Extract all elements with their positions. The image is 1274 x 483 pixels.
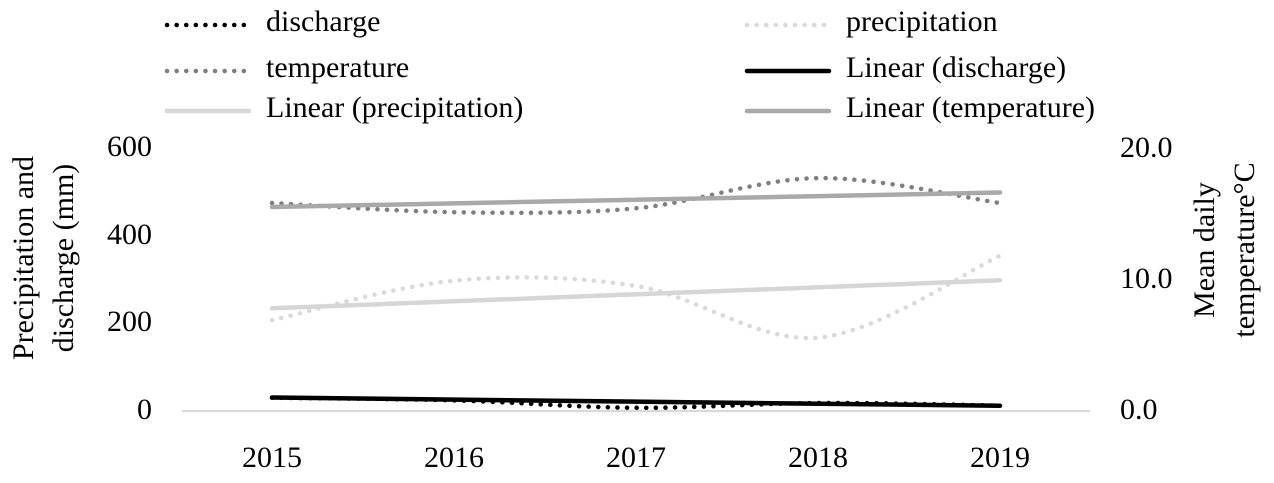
series-precipitation bbox=[269, 253, 1003, 341]
left-axis-title-line1: Precipitation and bbox=[7, 155, 40, 361]
legend-label-precipitation: precipitation bbox=[846, 5, 998, 38]
legend-swatch-linear-precipitation-solid-line-icon bbox=[163, 103, 253, 114]
right-axis-title: Mean daily temperature°C bbox=[1185, 140, 1265, 360]
legend-swatch-linear-temperature-solid-line-icon bbox=[743, 103, 833, 114]
series-temperature bbox=[269, 175, 1003, 216]
series-linear-precipitation bbox=[269, 278, 1003, 311]
legend-swatch-precipitation-dotted-line-icon bbox=[743, 17, 833, 28]
legend-item-linear-temperature: Linear (temperature) bbox=[743, 90, 1095, 126]
right-axis-tick-20: 20.0 bbox=[1120, 131, 1173, 164]
x-axis-tick-2015: 2015 bbox=[242, 441, 302, 474]
series-discharge bbox=[269, 395, 1003, 411]
series-linear-discharge bbox=[269, 395, 1003, 409]
legend-label-linear-temperature: Linear (temperature) bbox=[846, 91, 1096, 124]
legend-item-temperature: temperature bbox=[163, 50, 409, 86]
legend-item-linear-discharge: Linear (discharge) bbox=[743, 50, 1066, 86]
left-axis-tick-400: 400 bbox=[107, 218, 152, 251]
x-axis-tick-2016: 2016 bbox=[424, 441, 484, 474]
x-axis-tick-2018: 2018 bbox=[788, 441, 848, 474]
legend-label-linear-discharge: Linear (discharge) bbox=[846, 51, 1067, 84]
right-axis-tick-0: 0.0 bbox=[1120, 393, 1158, 426]
legend-item-precipitation: precipitation bbox=[743, 4, 998, 40]
legend-item-discharge: discharge bbox=[163, 4, 380, 40]
legend-label-linear-precipitation: Linear (precipitation) bbox=[266, 91, 524, 124]
legend-swatch-discharge-dotted-line-icon bbox=[163, 17, 253, 28]
series-linear-temperature bbox=[269, 190, 1003, 210]
x-axis-tick-2017: 2017 bbox=[606, 441, 666, 474]
right-axis-title-line1: Mean daily bbox=[1188, 182, 1221, 318]
left-axis-tick-200: 200 bbox=[107, 305, 152, 338]
x-axis-tick-2019: 2019 bbox=[970, 441, 1030, 474]
right-axis-tick-10: 10.0 bbox=[1120, 262, 1173, 295]
left-axis-tick-0: 0 bbox=[137, 393, 152, 426]
left-axis-tick-600: 600 bbox=[107, 130, 152, 163]
legend-label-temperature: temperature bbox=[266, 51, 410, 84]
legend-swatch-temperature-dotted-line-icon bbox=[163, 63, 253, 74]
legend-item-linear-precipitation: Linear (precipitation) bbox=[163, 90, 523, 126]
legend-label-discharge: discharge bbox=[266, 5, 381, 38]
legend-swatch-linear-discharge-solid-line-icon bbox=[743, 63, 833, 74]
right-axis-title-line2: temperature°C bbox=[1228, 162, 1261, 338]
